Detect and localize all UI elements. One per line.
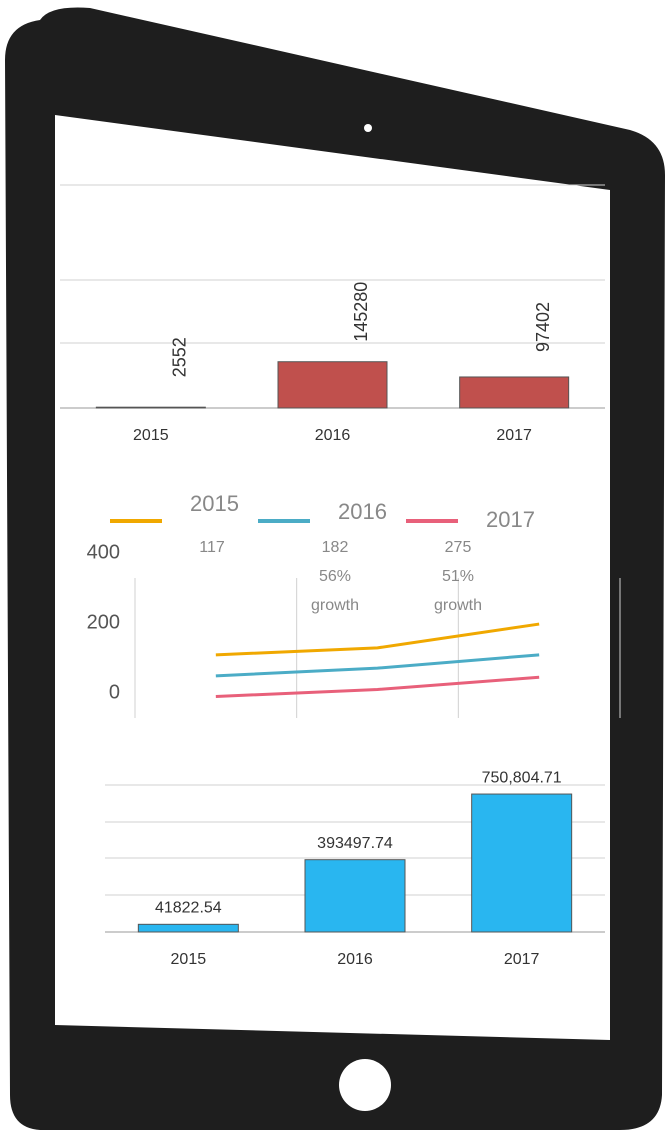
bar (137, 923, 239, 933)
annotation: 117 (199, 539, 225, 556)
annotation: 51% (442, 568, 474, 585)
data-label: 2552 (170, 337, 190, 377)
bar (459, 376, 570, 409)
data-label: 97402 (533, 302, 553, 352)
data-label: 41822.54 (155, 900, 222, 917)
x-tick-label: 2017 (496, 427, 532, 444)
x-tick-label: 2016 (315, 427, 351, 444)
data-label: 393497.74 (317, 835, 393, 852)
series-line (215, 675, 540, 698)
x-tick-label: 2016 (337, 951, 373, 968)
annotation: growth (311, 597, 359, 614)
x-tick-label: 2015 (171, 951, 207, 968)
legend-label: 2016 (338, 499, 387, 524)
bar (471, 793, 573, 933)
legend-label: 2015 (190, 491, 239, 516)
annotation: 56% (319, 568, 351, 585)
y-tick-label: 0 (109, 681, 120, 703)
bar (95, 406, 206, 409)
annotation: growth (434, 597, 482, 614)
x-tick-label: 2015 (133, 427, 169, 444)
x-tick-label: 2017 (504, 951, 540, 968)
series-line (215, 622, 540, 657)
legend-label: 2017 (486, 507, 535, 532)
bar (277, 361, 388, 409)
annotation: 275 (445, 539, 472, 556)
series-line (215, 653, 540, 678)
camera (364, 124, 372, 132)
data-label: 750,804.71 (482, 769, 562, 786)
data-label: 145280 (351, 282, 371, 342)
annotation: 182 (322, 539, 349, 556)
bar (304, 859, 406, 933)
y-tick-label: 200 (87, 611, 120, 633)
home-button[interactable] (339, 1059, 391, 1111)
y-tick-label: 400 (87, 541, 120, 563)
